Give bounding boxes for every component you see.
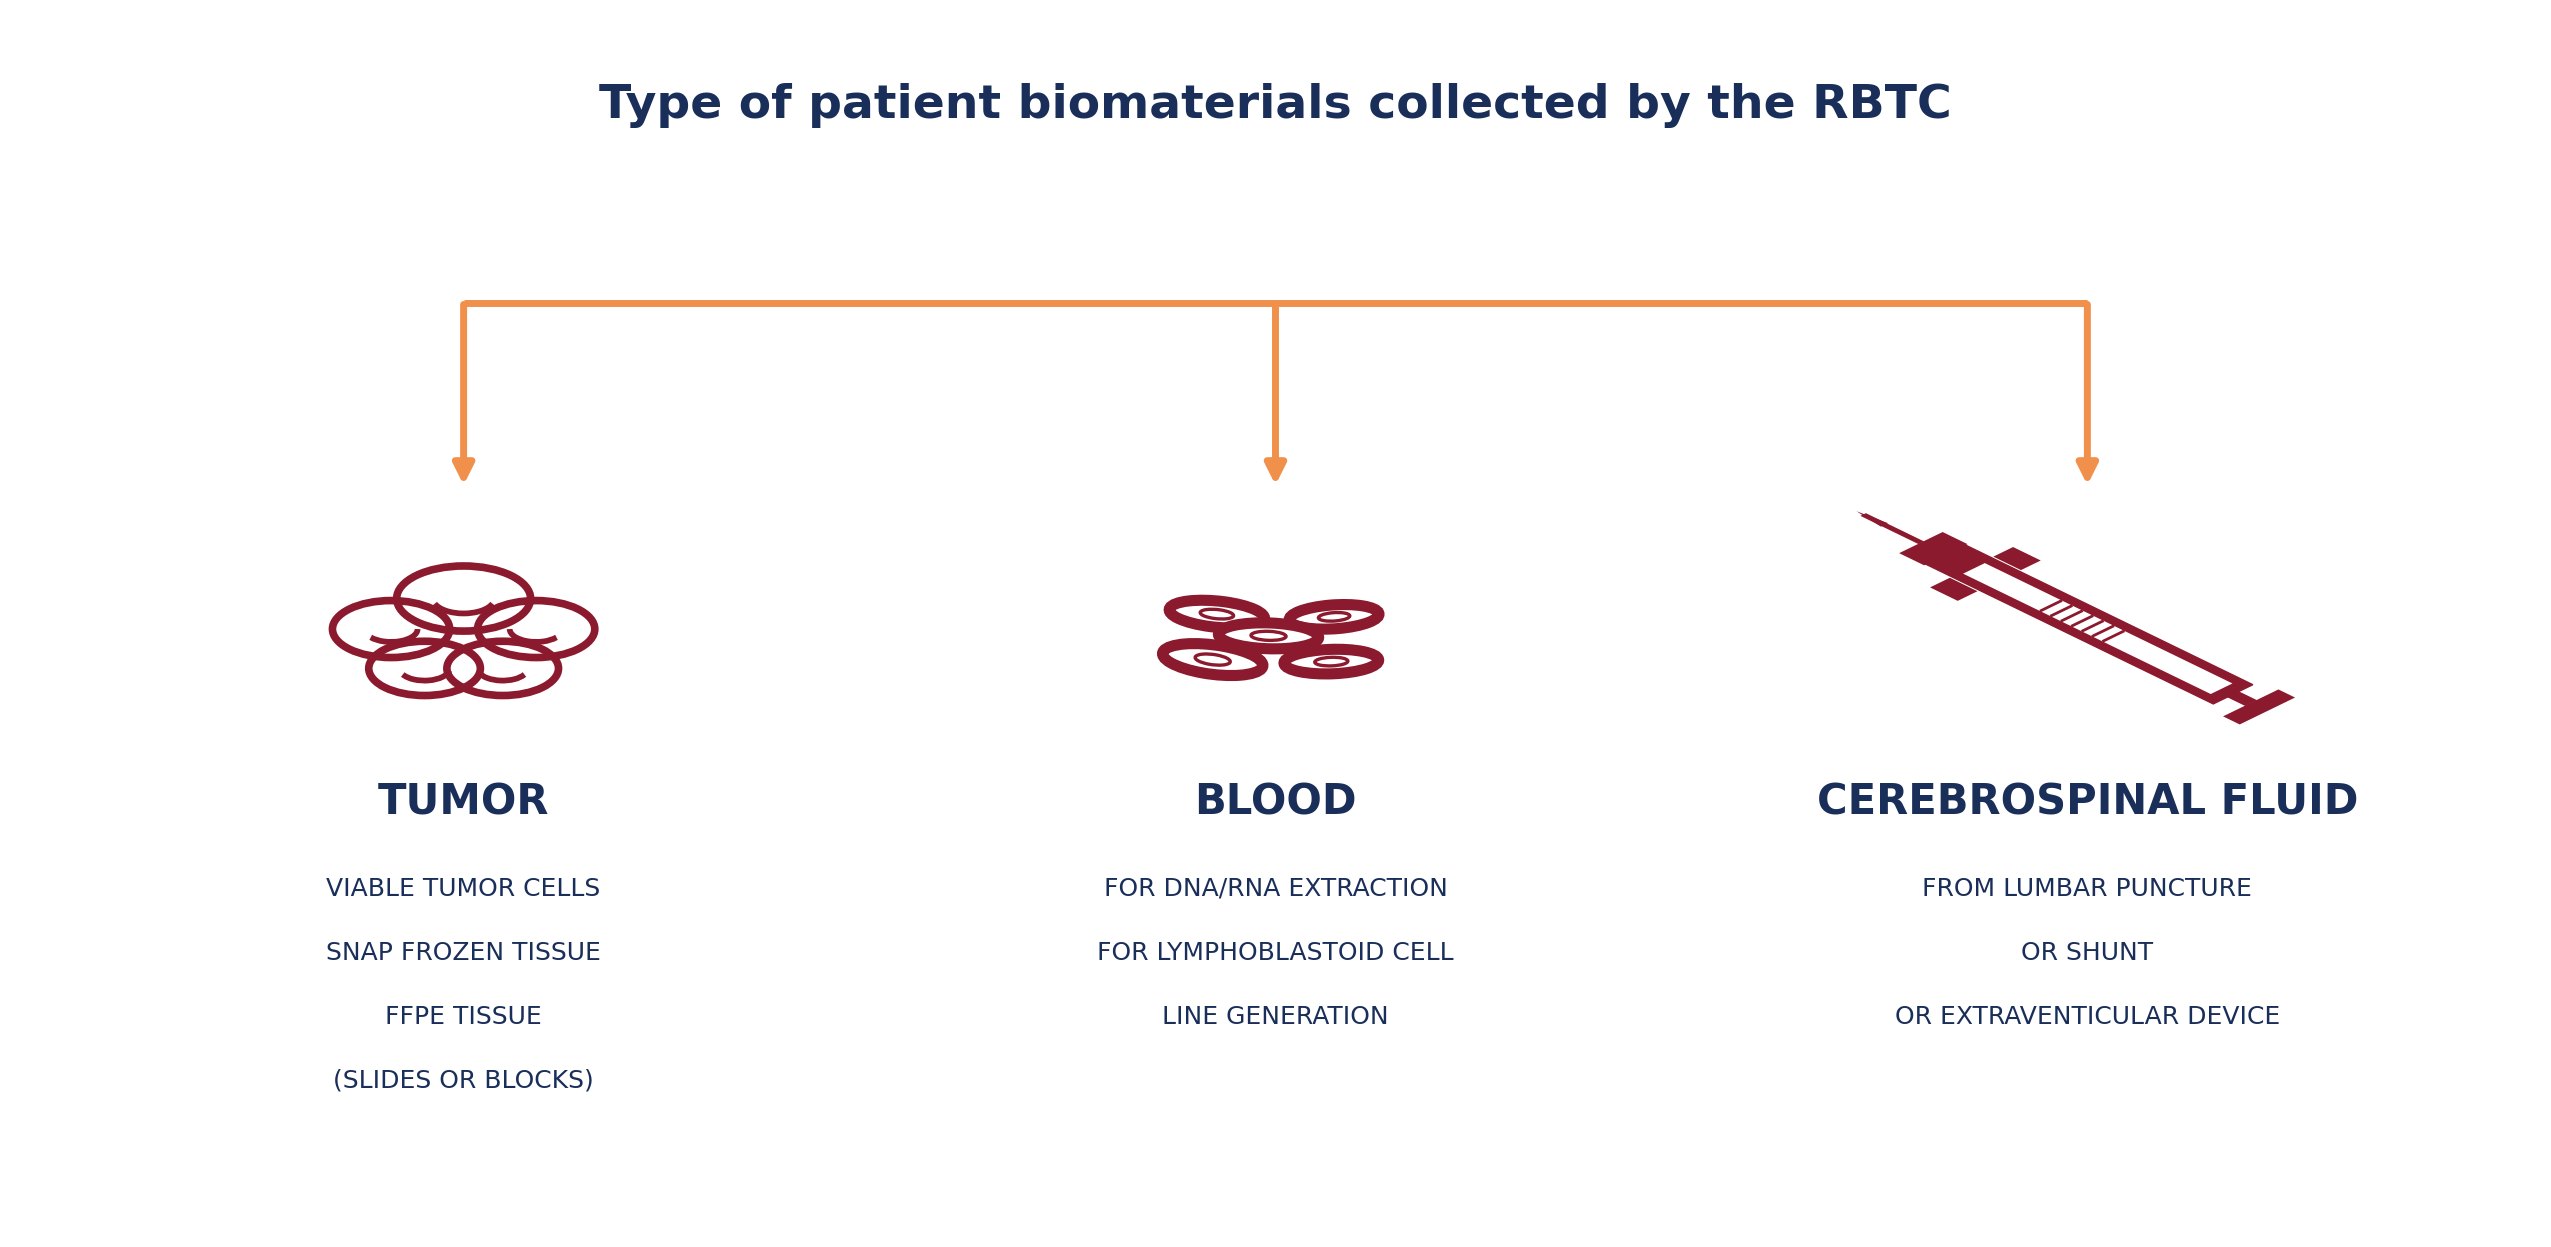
Polygon shape <box>1964 564 2232 695</box>
Text: OR SHUNT: OR SHUNT <box>2020 940 2153 965</box>
Polygon shape <box>2224 690 2258 706</box>
Polygon shape <box>1921 544 2253 703</box>
Polygon shape <box>2222 690 2296 725</box>
Text: OR EXTRAVENTICULAR DEVICE: OR EXTRAVENTICULAR DEVICE <box>1895 1005 2281 1029</box>
Text: SNAP FROZEN TISSUE: SNAP FROZEN TISSUE <box>327 940 602 965</box>
Text: TUMOR: TUMOR <box>378 782 548 823</box>
Text: (SLIDES OR BLOCKS): (SLIDES OR BLOCKS) <box>334 1069 594 1092</box>
Polygon shape <box>1992 547 2041 570</box>
Ellipse shape <box>1168 600 1265 628</box>
Polygon shape <box>1898 532 1967 565</box>
Text: FROM LUMBAR PUNCTURE: FROM LUMBAR PUNCTURE <box>1923 877 2253 900</box>
Text: VIABLE TUMOR CELLS: VIABLE TUMOR CELLS <box>327 877 599 900</box>
Ellipse shape <box>1288 605 1380 630</box>
Text: LINE GENERATION: LINE GENERATION <box>1163 1005 1388 1029</box>
Text: Type of patient biomaterials collected by the RBTC: Type of patient biomaterials collected b… <box>599 84 1952 128</box>
Text: FOR DNA/RNA EXTRACTION: FOR DNA/RNA EXTRACTION <box>1105 877 1446 900</box>
Polygon shape <box>1857 511 1888 526</box>
Text: FOR LYMPHOBLASTOID CELL: FOR LYMPHOBLASTOID CELL <box>1097 940 1454 965</box>
Text: BLOOD: BLOOD <box>1194 782 1357 823</box>
Ellipse shape <box>1163 643 1263 676</box>
Text: CEREBROSPINAL FLUID: CEREBROSPINAL FLUID <box>1816 782 2357 823</box>
Ellipse shape <box>1283 650 1378 673</box>
Polygon shape <box>1860 514 1923 544</box>
Polygon shape <box>1931 577 1977 601</box>
Ellipse shape <box>1219 622 1319 648</box>
Text: FFPE TISSUE: FFPE TISSUE <box>385 1005 541 1029</box>
